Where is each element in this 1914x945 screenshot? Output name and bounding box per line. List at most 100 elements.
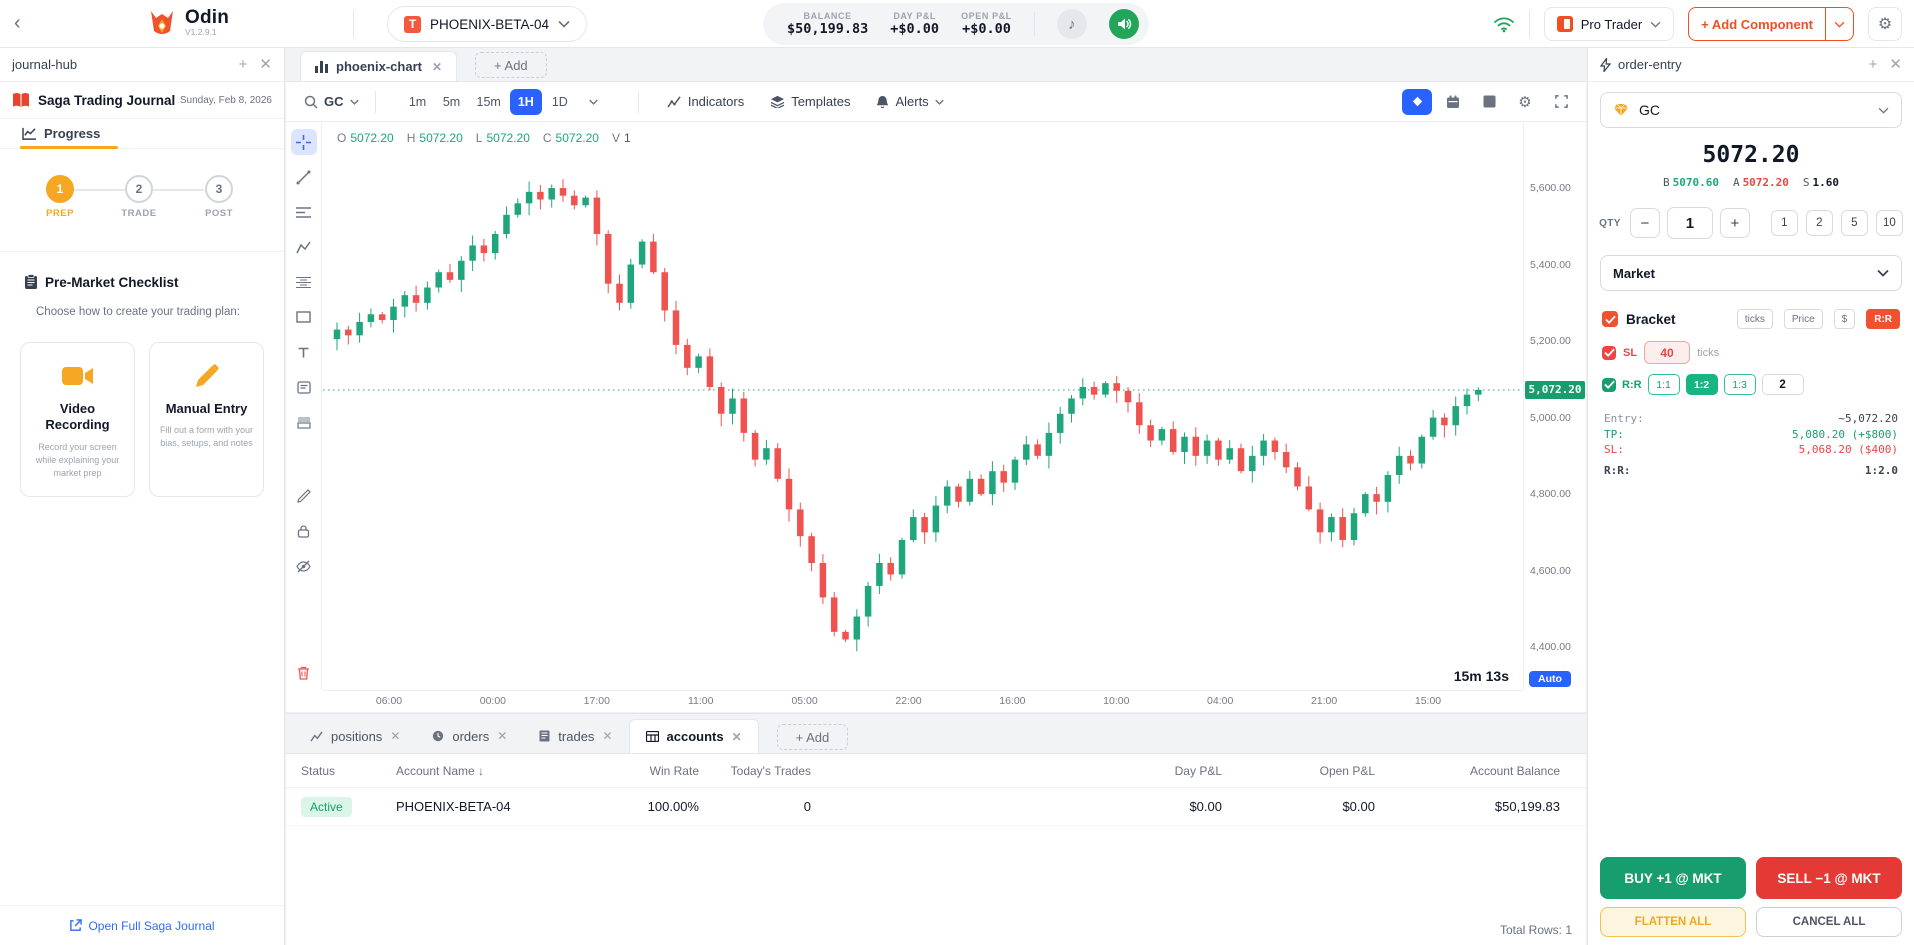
zigzag-pattern-tool[interactable] xyxy=(291,234,317,260)
position-tool[interactable] xyxy=(291,409,317,435)
rectangle-tool[interactable] xyxy=(291,304,317,330)
timeframe-1m[interactable]: 1m xyxy=(408,94,427,109)
checklist-title: Pre-Market Checklist xyxy=(45,274,179,290)
music-button[interactable]: ♪ xyxy=(1056,9,1087,39)
close-panel-icon[interactable]: ✕ xyxy=(1889,56,1902,73)
collapse-sidebar-icon[interactable]: ‹ xyxy=(14,12,21,34)
manual-entry-card[interactable]: Manual Entry Fill out a form with your b… xyxy=(149,342,264,497)
close-tab-icon[interactable]: ✕ xyxy=(431,59,443,74)
rr-preset-1-3[interactable]: 1:3 xyxy=(1723,374,1756,395)
col-day-pnl[interactable]: Day P&L xyxy=(1174,763,1222,778)
add-panel-icon[interactable]: + xyxy=(1868,56,1878,73)
close-tab-icon[interactable]: ✕ xyxy=(390,729,401,743)
close-panel-icon[interactable]: ✕ xyxy=(259,56,272,73)
lock-drawings-tool[interactable] xyxy=(291,518,317,544)
hide-drawings-tool[interactable] xyxy=(291,553,317,579)
step-trade[interactable]: 2 TRADE xyxy=(109,163,169,219)
tab-orders[interactable]: orders ✕ xyxy=(416,719,523,753)
timeframe-1d[interactable]: 1D xyxy=(551,94,568,109)
mode-ticks-button[interactable]: ticks xyxy=(1736,309,1773,329)
video-recording-card[interactable]: Video Recording Record your screen while… xyxy=(20,342,135,497)
qty-preset-5[interactable]: 5 xyxy=(1840,210,1868,236)
remove-drawings-tool[interactable] xyxy=(291,660,317,686)
sl-checkbox[interactable] xyxy=(1602,345,1616,360)
col-account-balance[interactable]: Account Balance xyxy=(1469,763,1560,778)
add-panel-icon[interactable]: + xyxy=(238,56,248,73)
screenshot-button[interactable] xyxy=(1474,89,1504,115)
tab-accounts[interactable]: accounts ✕ xyxy=(628,719,759,753)
sound-button[interactable] xyxy=(1108,9,1139,39)
templates-button[interactable]: Templates xyxy=(762,88,858,116)
magnet-mode-button[interactable] xyxy=(1402,88,1432,115)
horizontal-levels-tool[interactable] xyxy=(291,199,317,225)
sell-market-button[interactable]: SELL −1 @ MKT xyxy=(1756,857,1902,899)
symbol-search[interactable]: GC xyxy=(296,88,367,116)
calendar-button[interactable] xyxy=(1438,89,1468,115)
add-chart-tab-button[interactable]: + Add xyxy=(475,52,547,78)
trend-line-tool[interactable] xyxy=(291,164,317,190)
tab-phoenix-chart[interactable]: phoenix-chart ✕ xyxy=(300,51,458,81)
tab-progress[interactable]: Progress xyxy=(0,119,284,149)
timeframe-5m[interactable]: 5m xyxy=(442,94,461,109)
cancel-all-button[interactable]: CANCEL ALL xyxy=(1756,907,1902,937)
account-selector[interactable]: T PHOENIX-BETA-04 xyxy=(387,6,588,42)
col-todays-trades[interactable]: Today's Trades xyxy=(730,763,811,778)
add-component-button[interactable]: + Add Component xyxy=(1688,7,1854,41)
col-status[interactable]: Status xyxy=(301,763,336,778)
qty-increase-button[interactable]: + xyxy=(1719,208,1750,238)
timeframe-more-caret[interactable] xyxy=(578,89,610,115)
add-bottom-tab-button[interactable]: + Add xyxy=(776,724,849,750)
qty-preset-10[interactable]: 10 xyxy=(1875,210,1903,236)
col-open-pnl[interactable]: Open P&L xyxy=(1319,763,1375,778)
rr-label: R:R xyxy=(1622,378,1642,391)
tab-trades[interactable]: trades ✕ xyxy=(523,719,628,753)
chart-settings-button[interactable]: ⚙ xyxy=(1510,89,1540,115)
flatten-all-button[interactable]: FLATTEN ALL xyxy=(1600,907,1746,937)
account-row[interactable]: Active PHOENIX-BETA-04 100.00% 0 $0.00 $… xyxy=(286,788,1586,826)
mode-price-button[interactable]: Price xyxy=(1783,309,1823,329)
timeframe-15m[interactable]: 15m xyxy=(476,94,501,109)
layout-selector[interactable]: Pro Trader xyxy=(1543,7,1675,41)
crosshair-tool[interactable] xyxy=(290,129,317,155)
close-tab-icon[interactable]: ✕ xyxy=(497,729,508,743)
buy-market-button[interactable]: BUY +1 @ MKT xyxy=(1600,857,1746,899)
col-win-rate[interactable]: Win Rate xyxy=(649,763,699,778)
sl-ticks-input[interactable] xyxy=(1644,341,1691,364)
card-title: Video Recording xyxy=(45,401,110,433)
mode-dollar-button[interactable]: $ xyxy=(1833,309,1856,329)
close-tab-icon[interactable]: ✕ xyxy=(602,729,613,743)
step-post[interactable]: 3 POST xyxy=(189,163,249,219)
price-axis[interactable]: 5,072.20 Auto 5,600.00 5,400.00 5,200.00 5,… xyxy=(1523,123,1586,690)
bracket-checkbox[interactable] xyxy=(1602,311,1618,327)
qty-preset-2[interactable]: 2 xyxy=(1805,210,1833,236)
fullscreen-button[interactable] xyxy=(1546,89,1576,115)
open-full-journal-link[interactable]: Open Full Saga Journal xyxy=(88,918,215,933)
time-axis[interactable]: 06:00 00:00 17:00 11:00 05:00 22:00 16:00 10:00… xyxy=(323,690,1523,712)
step-prep[interactable]: 1 PREP xyxy=(30,163,90,219)
alerts-button[interactable]: Alerts xyxy=(868,88,951,116)
rr-checkbox[interactable] xyxy=(1602,377,1616,392)
auto-scale-button[interactable]: Auto xyxy=(1529,671,1571,687)
settings-button[interactable]: ⚙ xyxy=(1868,7,1902,41)
note-tool[interactable] xyxy=(291,374,317,400)
rr-preset-1-1[interactable]: 1:1 xyxy=(1647,374,1680,395)
timeframe-1h[interactable]: 1H xyxy=(509,88,542,115)
col-account-name[interactable]: Account Name ↓ xyxy=(396,763,485,778)
tab-positions[interactable]: positions ✕ xyxy=(294,719,416,753)
qty-preset-1[interactable]: 1 xyxy=(1770,210,1798,236)
order-type-selector[interactable]: Market xyxy=(1600,255,1902,291)
text-tool[interactable] xyxy=(291,339,317,365)
layers-icon xyxy=(770,95,785,108)
qty-input[interactable] xyxy=(1666,207,1713,239)
close-tab-icon[interactable]: ✕ xyxy=(731,729,742,744)
add-component-caret[interactable] xyxy=(1825,8,1853,40)
mode-rr-button[interactable]: R:R xyxy=(1866,309,1900,329)
indicators-button[interactable]: Indicators xyxy=(659,88,752,116)
rr-preset-1-2[interactable]: 1:2 xyxy=(1685,374,1718,395)
rr-custom-input[interactable]: 2 xyxy=(1761,374,1804,395)
qty-decrease-button[interactable]: − xyxy=(1629,208,1660,238)
brush-tool[interactable] xyxy=(291,483,317,509)
fib-retracement-tool[interactable] xyxy=(291,269,317,295)
order-symbol-selector[interactable]: GC xyxy=(1600,92,1902,128)
